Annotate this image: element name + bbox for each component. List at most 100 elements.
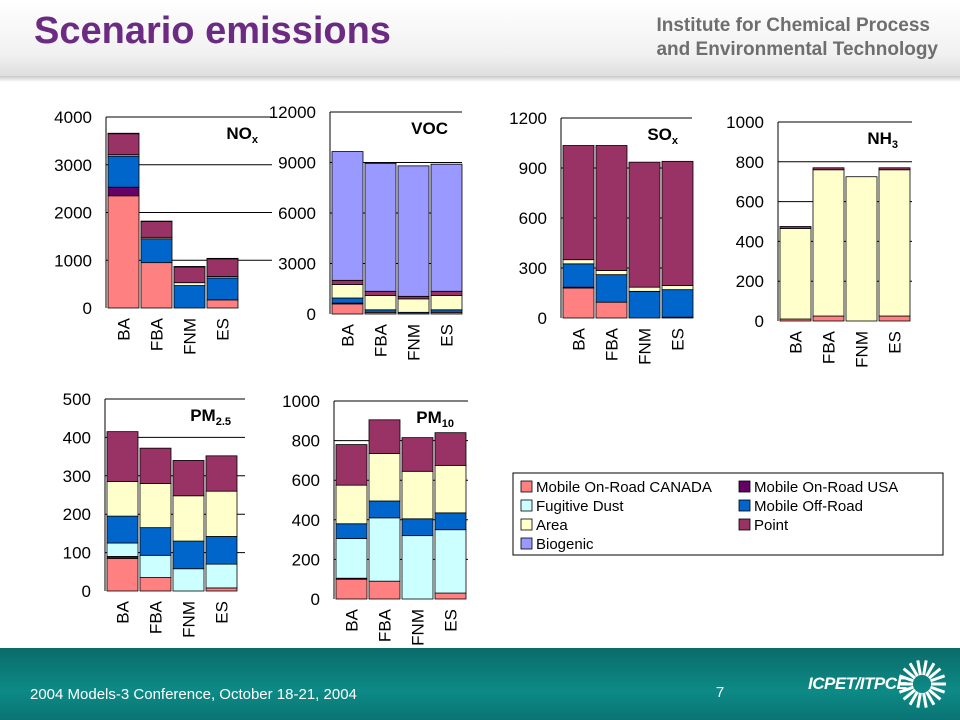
x-tick-label: BA [787, 330, 806, 353]
x-tick-label: FNM [181, 318, 200, 355]
pollutant-label-sub: x [672, 135, 679, 147]
sunburst-ray [902, 667, 917, 680]
bar-segment-point [173, 266, 206, 284]
institute-name: Institute for Chemical Process and Envir… [656, 14, 938, 62]
sunburst-ray [916, 660, 922, 676]
bar-segment-point [139, 447, 172, 484]
pollutant-label: VOC [411, 119, 448, 138]
bar-segment-area [845, 176, 878, 322]
x-tick-label: FBA [372, 323, 391, 357]
sunburst-ray [929, 674, 946, 683]
bar-segment-mobile_offroad [331, 297, 364, 304]
x-tick-label: ES [886, 331, 905, 354]
pollutant-label-sub: 2.5 [216, 416, 231, 428]
bar-segment-area [562, 259, 595, 265]
y-tick-label: 3000 [54, 156, 92, 175]
bar-segment-mobile_offroad [401, 518, 434, 537]
bar-segment-point [335, 444, 368, 486]
bar-segment-mobile_offroad [368, 500, 401, 519]
bar-segment-fugitive_dust [172, 568, 205, 592]
bar-segment-mobile_onroad_canada [331, 303, 364, 315]
y-tick-label: 6000 [278, 204, 316, 223]
sunburst-ray [916, 692, 922, 708]
x-tick-label: ES [214, 318, 233, 341]
bar-segment-mobile_offroad [562, 263, 595, 288]
bar-segment-area [812, 169, 845, 317]
y-tick-label: 0 [311, 590, 320, 609]
bar-segment-point [812, 167, 845, 171]
pollutant-label-main: PM [190, 406, 216, 425]
bar-segment-biogenic [397, 165, 430, 297]
pollutant-label: NOx [226, 124, 259, 146]
bar-segment-area [106, 481, 139, 517]
bar-segment-area [139, 483, 172, 529]
sunburst-ray [922, 660, 928, 676]
bar-segment-area [205, 490, 238, 537]
y-tick-label: 300 [519, 259, 547, 278]
y-tick-label: 300 [63, 467, 91, 486]
legend: Mobile On-Road CANADA Mobile On-Road USA F… [512, 472, 944, 556]
bar-segment-area [368, 453, 401, 502]
bar-segment-mobile_onroad_canada [140, 262, 173, 309]
x-tick-label: FBA [820, 330, 839, 364]
x-tick-label: FNM [636, 328, 655, 365]
bar-segment-area [335, 484, 368, 525]
pollutant-label-main: VOC [411, 119, 448, 138]
x-tick-label: FBA [147, 600, 166, 634]
bar-segment-point [331, 279, 364, 285]
bar-segment-mobile_offroad [140, 238, 173, 264]
bar-segment-biogenic [430, 163, 463, 292]
x-tick-label: BA [343, 608, 362, 631]
y-tick-label: 3000 [278, 255, 316, 274]
bar-segment-mobile_offroad [206, 277, 239, 301]
legend-swatch-point [738, 518, 751, 531]
chart-4: 0 100 200 300 400 500 BA FBA FNM ES PM2.5 [63, 390, 245, 638]
bar-segment-mobile_offroad [205, 536, 238, 565]
header-band [0, 0, 960, 78]
y-tick-label: 1000 [726, 113, 764, 132]
bar-segment-biogenic [364, 162, 397, 292]
x-tick-label: ES [669, 328, 688, 351]
bar-segment-area [430, 295, 463, 311]
bar-segment-point [430, 290, 463, 296]
bar-segment-mobile_offroad [172, 540, 205, 570]
chart-5: 0 200 400 600 800 1000 BA FBA FNM ES PM10 [282, 392, 468, 646]
institute-line-2: and Environmental Technology [656, 39, 938, 60]
x-tick-label: FBA [603, 327, 622, 361]
x-tick-label: ES [438, 324, 457, 347]
legend-label-point: Point [754, 517, 789, 534]
bar-segment-fugitive_dust [205, 563, 238, 589]
chart-0: 0 1000 2000 3000 4000 BA FBA FNM ES NOx [54, 108, 272, 355]
bar-segment-area [401, 470, 434, 520]
bar-segment-mobile_offroad [173, 285, 206, 309]
bar-segment-mobile_offroad [139, 527, 172, 556]
header-divider [0, 76, 960, 82]
sunburst-ray [898, 685, 915, 694]
bar-segment-area [331, 284, 364, 299]
sunburst-ray [927, 688, 942, 701]
chart-3: 0 200 400 600 800 1000 BA FBA FNM ES NH3 [726, 113, 912, 368]
bar-segment-point [661, 160, 694, 286]
sunburst-ray [925, 691, 936, 706]
y-tick-label: 800 [292, 432, 320, 451]
bar-segment-fugitive_dust [335, 538, 368, 579]
x-tick-label: BA [115, 317, 134, 340]
legend-label-mobile_offroad: Mobile Off-Road [754, 498, 863, 515]
y-tick-label: 12000 [269, 103, 316, 122]
y-tick-label: 400 [736, 232, 764, 251]
y-tick-label: 600 [292, 471, 320, 490]
x-tick-label: BA [570, 327, 589, 350]
y-tick-label: 400 [292, 511, 320, 530]
bar-segment-mobile_offroad [106, 515, 139, 544]
x-tick-label: ES [213, 601, 232, 624]
x-tick-label: FNM [853, 331, 872, 368]
bar-segment-fugitive_dust [434, 529, 467, 594]
legend-swatch-mobile_onroad_usa [738, 480, 751, 493]
sunburst-ray [908, 691, 919, 706]
bar-segment-fugitive_dust [106, 542, 139, 557]
bar-segment-area [434, 464, 467, 514]
bar-segment-mobile_onroad_canada [368, 580, 401, 600]
sunburst-icon [898, 660, 946, 708]
bar-segment-point [107, 133, 140, 156]
bar-segment-mobile_onroad_usa [107, 186, 140, 197]
